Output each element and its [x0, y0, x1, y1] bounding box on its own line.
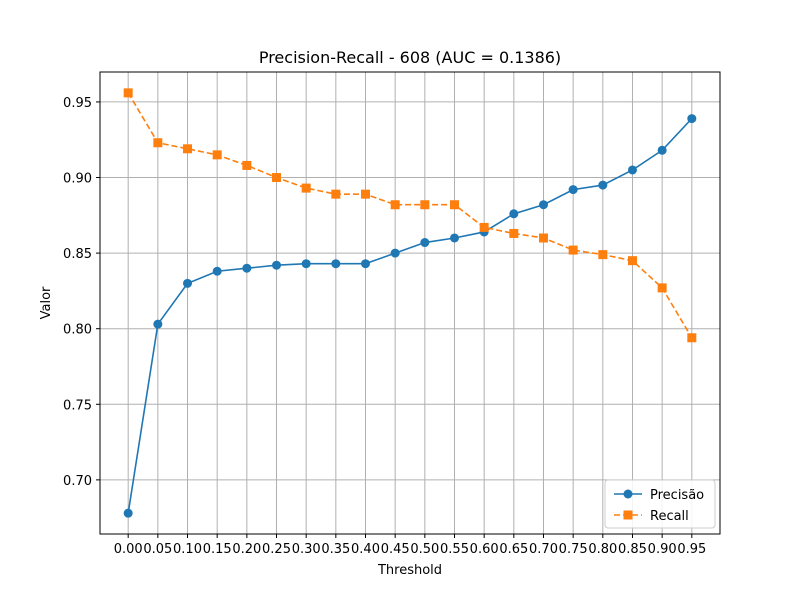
precision-point — [568, 185, 578, 195]
y-axis-label: Valor — [39, 286, 54, 319]
recall-line — [127, 92, 693, 339]
precision-line — [127, 118, 693, 514]
recall-point — [627, 256, 637, 266]
x-tick-label: 0.10 — [173, 542, 202, 557]
recall-point — [687, 333, 697, 343]
legend-label-precision: Precisão — [650, 488, 704, 503]
precision-point — [598, 180, 608, 190]
x-tick-label: 0.30 — [292, 542, 321, 557]
y-tick-label: 0.95 — [63, 96, 92, 111]
x-tick-label: 0.80 — [588, 542, 617, 557]
legend-entry-precision: Precisão — [614, 488, 704, 503]
x-tick-label: 0.00 — [114, 542, 143, 557]
x-tick-label: 0.95 — [677, 542, 706, 557]
x-tick-label: 0.35 — [321, 542, 350, 557]
legend-marker-recall — [623, 510, 633, 520]
recall-series — [123, 88, 697, 343]
x-axis-label: Threshold — [377, 563, 442, 578]
precision-point — [687, 114, 697, 124]
recall-point — [153, 138, 163, 148]
recall-point — [272, 173, 282, 183]
x-tick-label: 0.50 — [410, 542, 439, 557]
x-tick-label: 0.90 — [648, 542, 677, 557]
x-tick-label: 0.15 — [203, 542, 232, 557]
series-layer — [123, 88, 697, 518]
recall-point — [538, 233, 548, 243]
legend-entry-recall: Recall — [614, 509, 689, 524]
x-tick-label: 0.70 — [529, 542, 558, 557]
precision-point — [242, 263, 252, 273]
recall-point — [123, 88, 133, 98]
x-tick-label: 0.45 — [381, 542, 410, 557]
recall-point — [598, 250, 608, 260]
recall-point — [657, 283, 667, 293]
precision-point — [183, 278, 193, 288]
recall-point — [361, 189, 371, 199]
recall-point — [242, 160, 252, 170]
precision-point — [212, 266, 222, 276]
y-tick-label: 0.70 — [63, 474, 92, 489]
chart-title: Precision-Recall - 608 (AUC = 0.1386) — [259, 48, 561, 67]
recall-point — [301, 183, 311, 193]
x-tick-label: 0.65 — [499, 542, 528, 557]
x-tick-label: 0.40 — [351, 542, 380, 557]
precision-point — [509, 209, 519, 219]
recall-point — [479, 222, 489, 232]
precision-point — [390, 248, 400, 258]
legend-marker-precision — [623, 489, 633, 499]
precision-point — [657, 145, 667, 155]
recall-point — [212, 150, 222, 160]
recall-point — [449, 200, 459, 210]
precision-point — [153, 319, 163, 329]
precision-point — [331, 259, 341, 269]
x-tick-label: 0.60 — [470, 542, 499, 557]
recall-point — [568, 245, 578, 255]
recall-point — [509, 228, 519, 238]
recall-point — [331, 189, 341, 199]
y-tick-label: 0.90 — [63, 172, 92, 187]
precision-point — [449, 233, 459, 243]
x-tick-label: 0.85 — [618, 542, 647, 557]
recall-point — [420, 200, 430, 210]
y-tick-label: 0.75 — [63, 398, 92, 413]
recall-point — [183, 144, 193, 154]
precision-point — [361, 259, 371, 269]
precision-point — [123, 508, 133, 518]
legend-label-recall: Recall — [650, 509, 689, 524]
x-tick-label: 0.20 — [232, 542, 261, 557]
y-tick-label: 0.80 — [63, 323, 92, 338]
precision-point — [301, 259, 311, 269]
recall-point — [390, 200, 400, 210]
precision-point — [538, 200, 548, 210]
y-tick-label: 0.85 — [63, 247, 92, 262]
plot-frame — [99, 71, 721, 535]
x-tick-label: 0.05 — [143, 542, 172, 557]
precision-point — [420, 238, 430, 248]
ticks: 0.00 0.05 0.10 0.15 0.20 0.25 0.30 0.35 0.40 0.45… — [63, 96, 706, 557]
precision-point — [272, 260, 282, 270]
x-tick-label: 0.75 — [559, 542, 588, 557]
precision-point — [627, 165, 637, 175]
x-tick-label: 0.55 — [440, 542, 469, 557]
legend: Precisão Recall — [604, 479, 716, 529]
x-tick-label: 0.25 — [262, 542, 291, 557]
